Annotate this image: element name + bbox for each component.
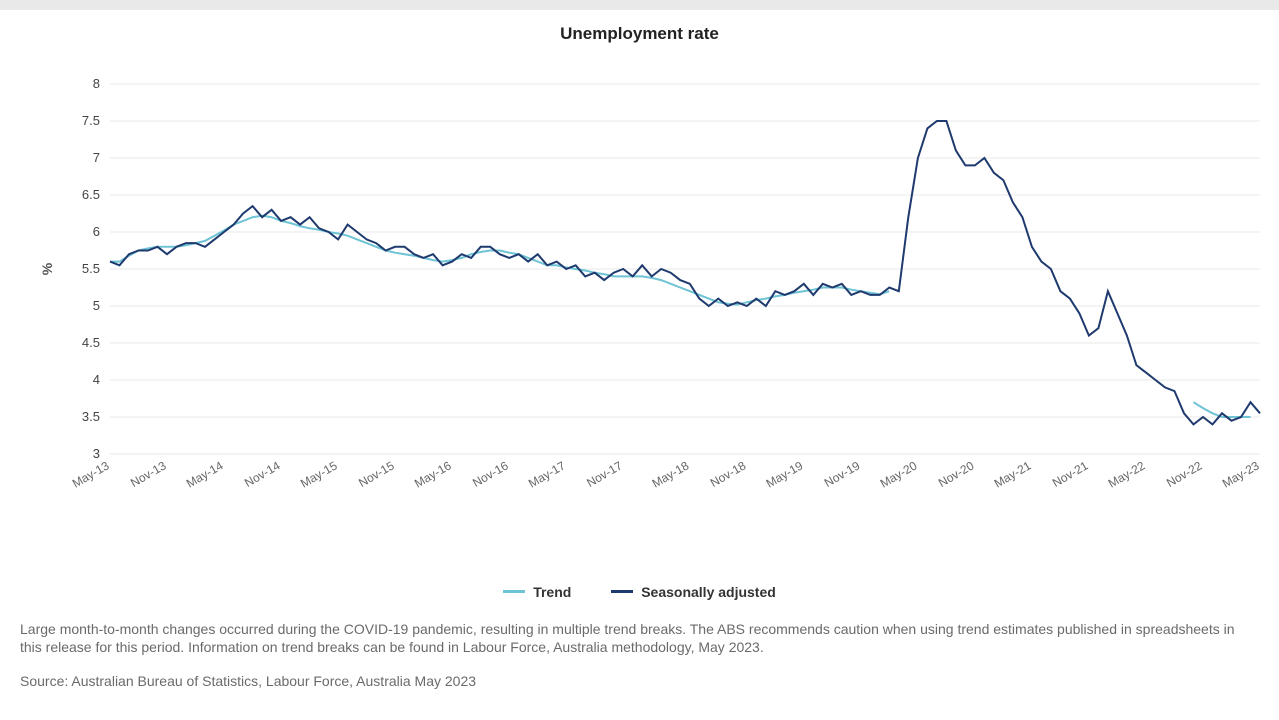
svg-text:3.5: 3.5 [81, 409, 99, 424]
legend-swatch-trend [503, 590, 525, 593]
series-line-seasonally-adjusted [110, 121, 1260, 424]
series-line-trend [110, 216, 1251, 417]
chart-svg: 3 3.5 4 4.5 5 5.5 6 6.5 7 7.5 8% May-13 Nov-13 May-14… [10, 44, 1270, 574]
svg-text:Nov-16: Nov-16 [470, 458, 511, 490]
svg-text:Nov-15: Nov-15 [356, 458, 397, 490]
svg-text:May-17: May-17 [526, 458, 568, 490]
svg-text:May-22: May-22 [1105, 458, 1147, 490]
svg-text:3: 3 [92, 446, 99, 461]
legend-label-seasonal: Seasonally adjusted [641, 584, 776, 600]
legend-label-trend: Trend [533, 584, 571, 600]
svg-text:Nov-13: Nov-13 [128, 458, 169, 490]
svg-text:7.5: 7.5 [81, 113, 99, 128]
svg-text:Nov-17: Nov-17 [584, 458, 625, 490]
page: Unemployment rate 3 3.5 4 4.5 5 5.5 6 6.5 7 7.5 8%… [0, 0, 1279, 720]
svg-text:Nov-21: Nov-21 [1049, 458, 1090, 490]
svg-text:May-15: May-15 [297, 458, 339, 490]
svg-text:May-19: May-19 [763, 458, 805, 490]
svg-text:Nov-14: Nov-14 [242, 458, 283, 490]
svg-text:6.5: 6.5 [81, 187, 99, 202]
svg-text:May-20: May-20 [877, 458, 919, 490]
legend: Trend Seasonally adjusted [0, 580, 1279, 600]
svg-text:4: 4 [92, 372, 99, 387]
top-bar [0, 0, 1279, 10]
chart: 3 3.5 4 4.5 5 5.5 6 6.5 7 7.5 8% May-13 Nov-13 May-14… [10, 44, 1270, 574]
svg-text:5: 5 [92, 298, 99, 313]
legend-item-seasonal: Seasonally adjusted [611, 584, 776, 600]
svg-text:May-13: May-13 [69, 458, 111, 490]
svg-text:Nov-22: Nov-22 [1163, 458, 1204, 490]
legend-swatch-seasonal [611, 590, 633, 593]
svg-text:Nov-19: Nov-19 [821, 458, 862, 490]
svg-text:Nov-18: Nov-18 [707, 458, 748, 490]
svg-text:6: 6 [92, 224, 99, 239]
footnote: Large month-to-month changes occurred du… [20, 620, 1259, 658]
svg-text:7: 7 [92, 150, 99, 165]
svg-text:May-18: May-18 [649, 458, 691, 490]
svg-text:Nov-20: Nov-20 [935, 458, 976, 490]
legend-item-trend: Trend [503, 584, 571, 600]
svg-text:4.5: 4.5 [81, 335, 99, 350]
source-line: Source: Australian Bureau of Statistics,… [20, 673, 1259, 689]
svg-text:8: 8 [92, 76, 99, 91]
svg-text:May-14: May-14 [183, 458, 225, 490]
chart-title: Unemployment rate [0, 24, 1279, 44]
svg-text:%: % [39, 262, 55, 275]
svg-text:May-16: May-16 [411, 458, 453, 490]
svg-text:May-23: May-23 [1219, 458, 1261, 490]
svg-text:May-21: May-21 [991, 458, 1033, 490]
svg-text:5.5: 5.5 [81, 261, 99, 276]
